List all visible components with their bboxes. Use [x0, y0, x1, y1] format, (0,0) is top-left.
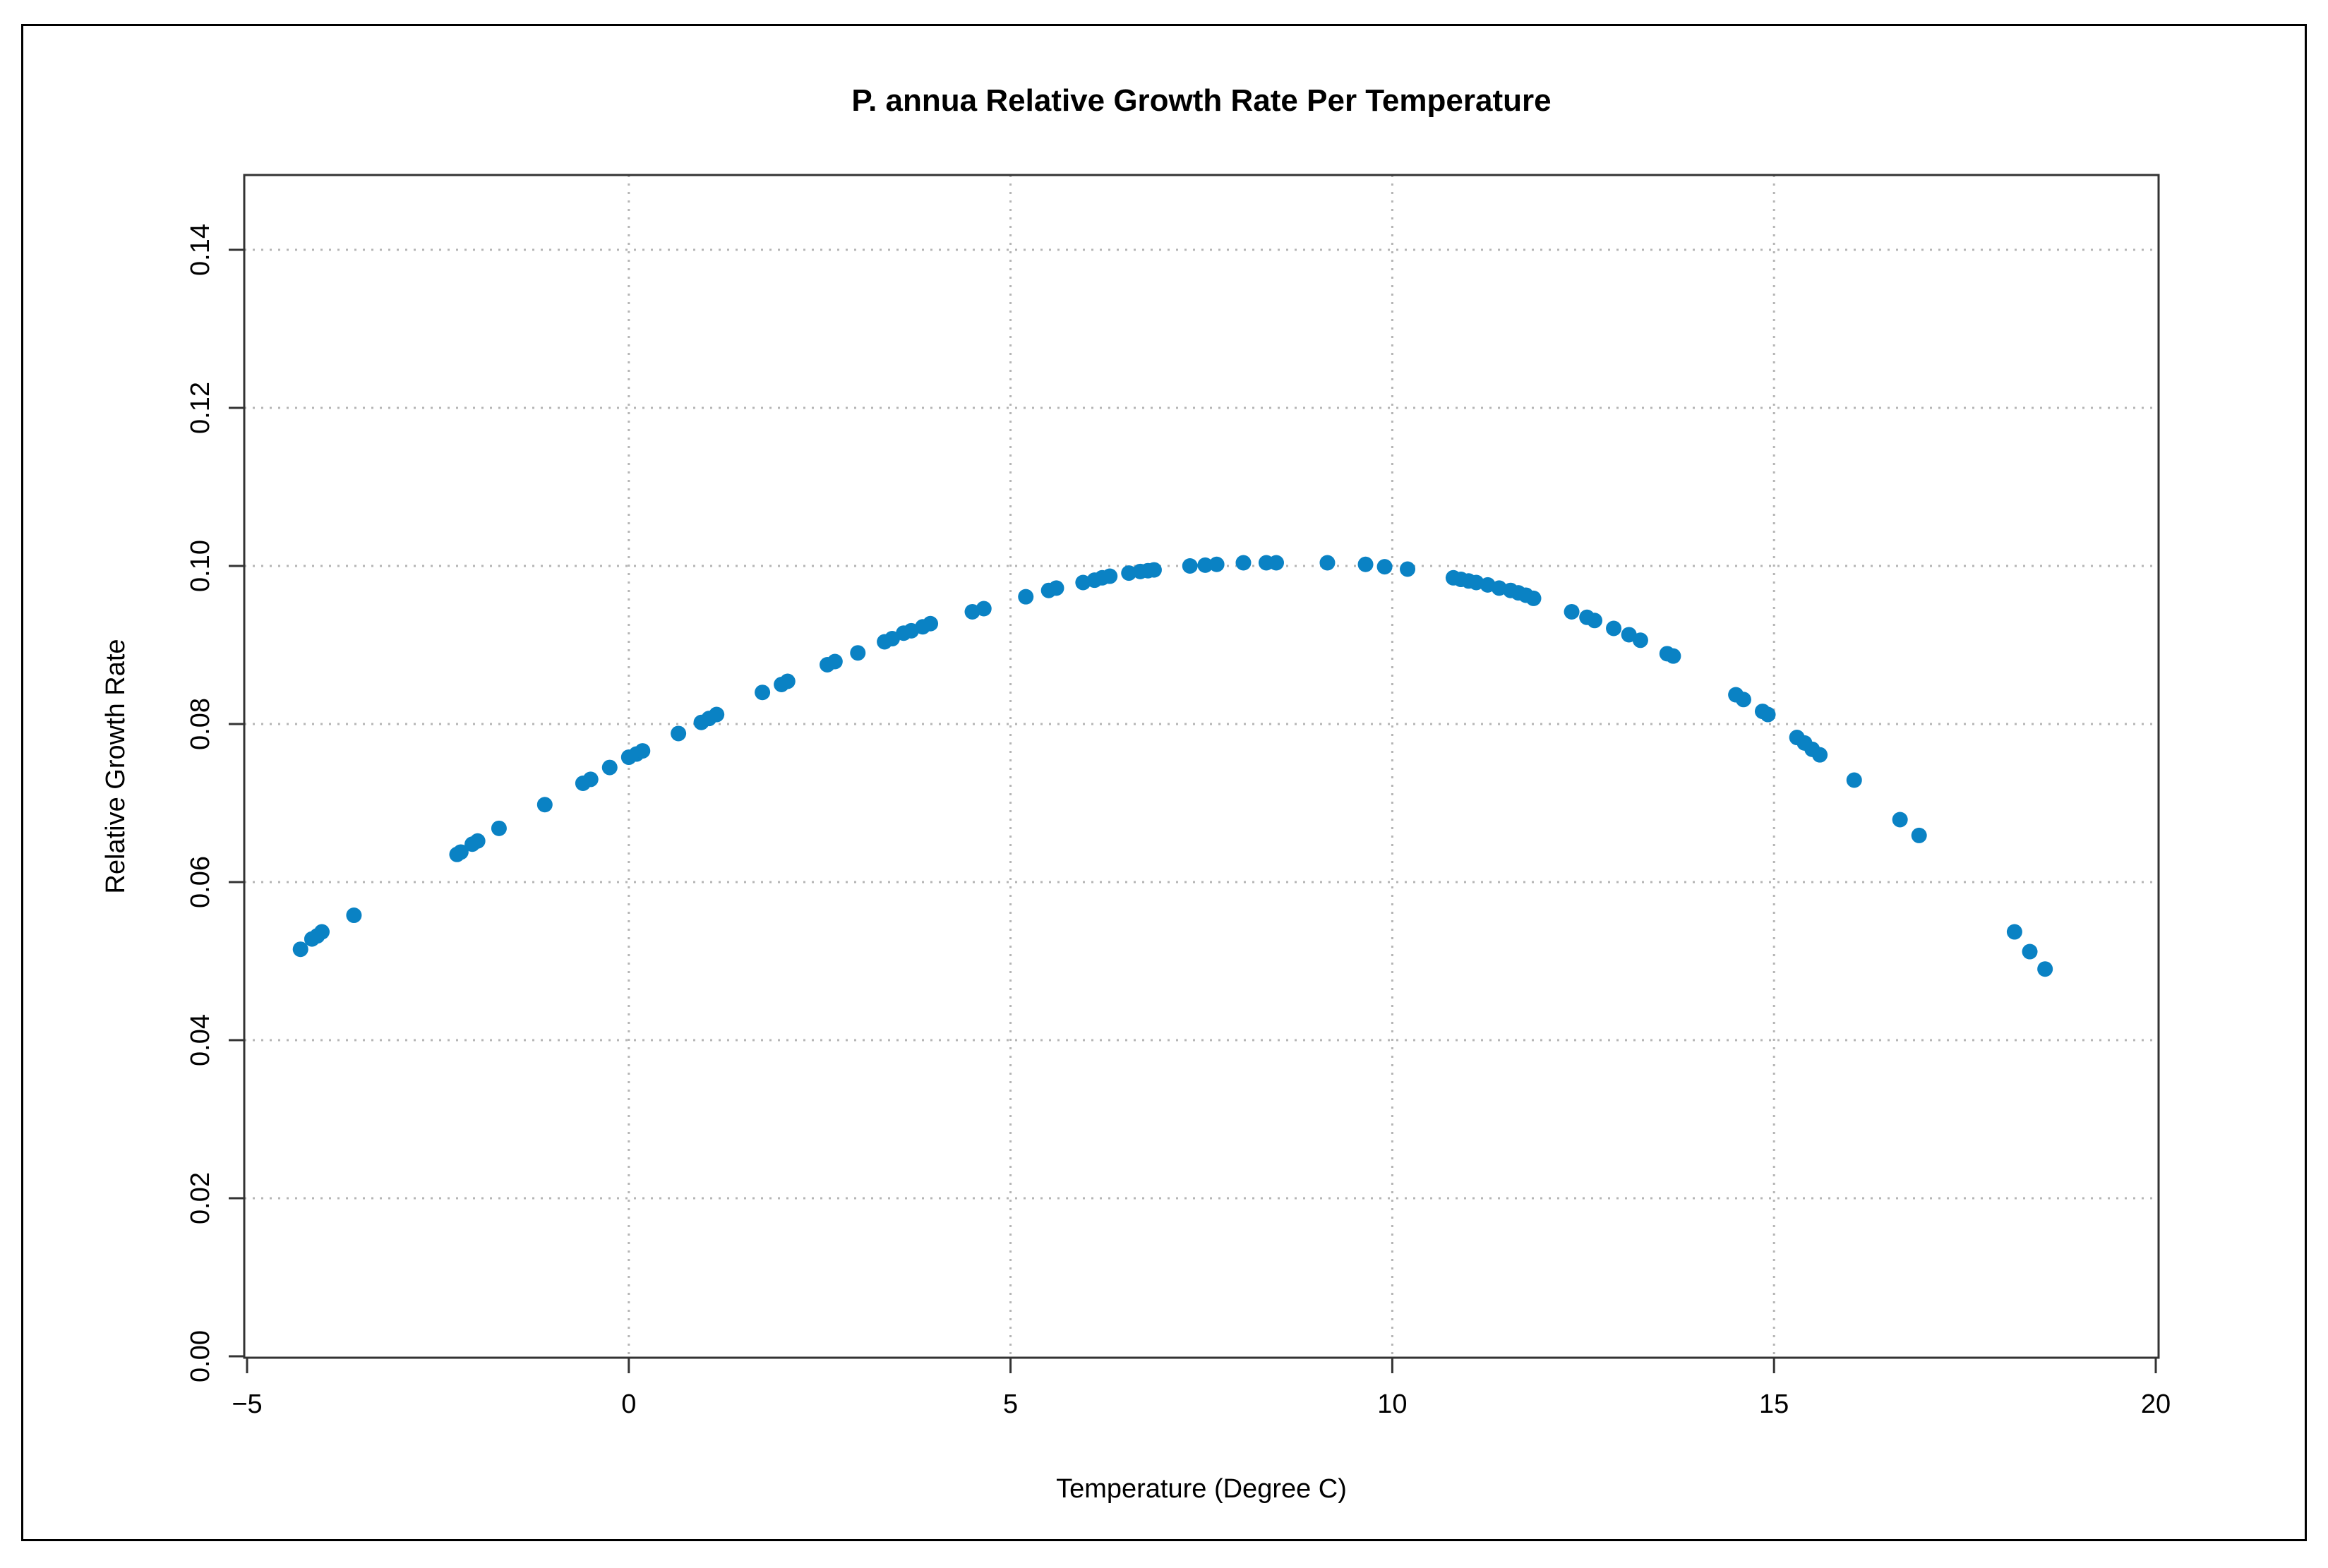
data-point — [469, 833, 486, 849]
data-point — [346, 907, 362, 924]
data-point — [1319, 555, 1336, 571]
x-tick-label: 0 — [621, 1389, 636, 1419]
data-point — [536, 797, 553, 813]
data-point — [779, 673, 796, 689]
data-point — [1525, 590, 1542, 606]
data-point — [1268, 555, 1284, 571]
y-axis: 0.00 0.02 0.04 0.06 0.08 0.10 0.12 0.14 — [186, 224, 244, 1382]
data-point — [292, 941, 308, 958]
x-tick-label: −5 — [232, 1389, 262, 1419]
data-points — [292, 555, 2053, 977]
data-point — [1121, 565, 1137, 581]
data-point — [2037, 961, 2053, 977]
data-point — [976, 601, 992, 617]
data-point — [1018, 589, 1034, 605]
data-point — [1812, 747, 1828, 763]
y-tick-label: 0.04 — [186, 1014, 215, 1066]
data-point — [1400, 561, 1416, 577]
data-point — [827, 653, 843, 670]
data-point — [1146, 562, 1162, 578]
data-point — [1632, 632, 1648, 649]
data-point — [1048, 580, 1064, 596]
y-tick-label: 0.00 — [186, 1330, 215, 1382]
x-tick-label: 10 — [1377, 1389, 1407, 1419]
data-point — [491, 820, 507, 836]
data-point — [755, 685, 771, 701]
data-point — [1235, 555, 1252, 571]
data-point — [1911, 827, 1927, 843]
data-point — [2022, 943, 2038, 960]
data-point — [709, 706, 725, 723]
data-point — [1197, 557, 1213, 573]
data-point — [1182, 558, 1198, 574]
y-axis-label: Relative Growth Rate — [101, 639, 131, 893]
x-axis: −5 0 5 10 15 20 — [232, 1358, 2171, 1419]
y-tick-label: 0.02 — [186, 1172, 215, 1224]
plot-area-border — [243, 174, 2160, 1359]
data-point — [1376, 559, 1393, 575]
data-point — [635, 743, 651, 759]
grid-lines — [244, 175, 2159, 1358]
data-point — [1357, 556, 1374, 572]
data-point — [2006, 924, 2022, 940]
chart-title: P. annua Relative Growth Rate Per Temper… — [851, 83, 1551, 118]
x-tick-label: 5 — [1003, 1389, 1018, 1419]
y-tick-label: 0.14 — [186, 224, 215, 276]
data-point — [452, 844, 469, 860]
x-axis-label: Temperature (Degree C) — [1056, 1474, 1347, 1504]
data-point — [582, 771, 599, 788]
data-point — [1846, 772, 1862, 788]
data-point — [1892, 812, 1908, 828]
data-point — [313, 924, 330, 940]
y-tick-label: 0.08 — [186, 698, 215, 750]
data-point — [671, 725, 687, 742]
data-point — [850, 645, 866, 661]
data-point — [1587, 613, 1603, 629]
data-point — [1102, 568, 1118, 584]
data-point — [1564, 603, 1580, 620]
y-tick-label: 0.06 — [186, 856, 215, 908]
y-tick-label: 0.10 — [186, 540, 215, 592]
y-tick-label: 0.12 — [186, 382, 215, 434]
data-point — [1665, 648, 1681, 664]
data-point — [1606, 620, 1622, 637]
data-point — [923, 615, 939, 632]
x-tick-label: 15 — [1759, 1389, 1789, 1419]
figure-frame — [21, 24, 2307, 1541]
data-point — [1208, 556, 1225, 572]
x-tick-label: 20 — [2141, 1389, 2171, 1419]
data-point — [1735, 692, 1751, 708]
data-point — [1760, 706, 1776, 723]
data-point — [601, 759, 618, 776]
